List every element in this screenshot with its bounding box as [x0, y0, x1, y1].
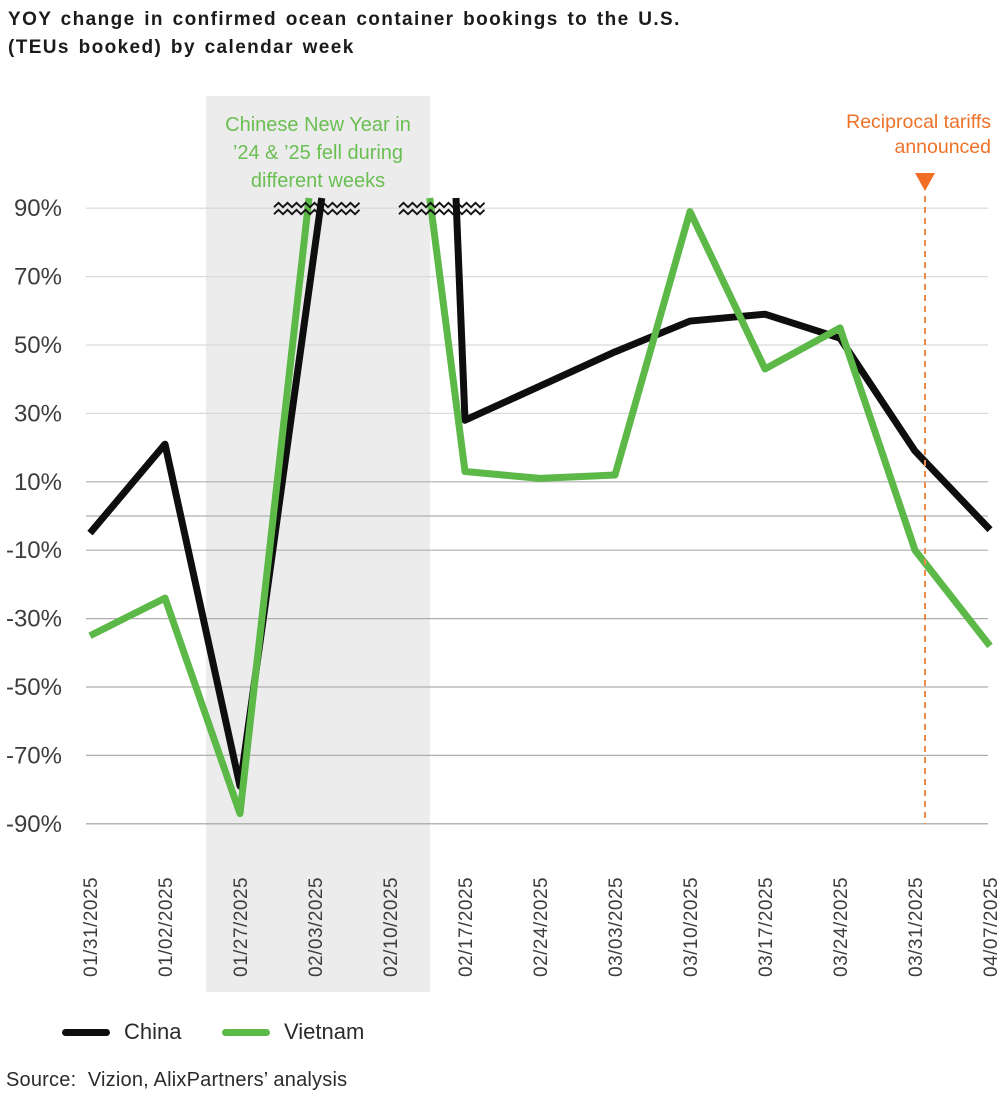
x-axis-tick-label: 02/24/2025	[531, 877, 552, 977]
source-note: Source: Vizion, AlixPartners’ analysis	[6, 1069, 348, 1091]
chart-title: YOY change in confirmed ocean container …	[8, 6, 968, 62]
legend-label-vietnam: Vietnam	[284, 1019, 365, 1044]
y-axis-labels: 90% 70% 50% 30% 10% -10% -30% -50% -70% -90%	[6, 195, 62, 838]
x-axis-labels: 01/31/2025 01/02/2025 01/27/2025 02/03/2025…	[81, 877, 1000, 977]
y-axis-tick-label: -70%	[6, 742, 62, 769]
legend-item-vietnam: Vietnam	[222, 1019, 364, 1045]
x-axis-tick-label: 01/02/2025	[156, 877, 177, 977]
vietnam-data-line-after-break	[426, 197, 993, 649]
axis-break-icon	[398, 208, 486, 216]
vietnam-line-swatch	[222, 1028, 270, 1036]
axis-break-icon	[398, 201, 486, 209]
x-axis-tick-label: 03/03/2025	[606, 877, 627, 977]
chart-title-line1: YOY change in confirmed ocean container …	[8, 9, 681, 30]
axis-break-icon	[273, 208, 361, 216]
x-axis-tick-label: 03/24/2025	[831, 877, 852, 977]
axis-break-layer	[273, 201, 486, 216]
x-axis-tick-label: 01/27/2025	[231, 877, 252, 977]
x-axis-tick-label: 03/10/2025	[681, 877, 702, 977]
tariff-annotation-line1: Reciprocal tariffs	[846, 111, 991, 133]
y-axis-tick-label: 90%	[14, 195, 62, 222]
axis-break-icon	[273, 201, 361, 209]
china-data-line-after-break	[452, 197, 993, 533]
cny-annotation-line3: different weeks	[251, 170, 385, 192]
y-axis-tick-label: -10%	[6, 537, 62, 564]
x-axis-tick-label: 01/31/2025	[81, 877, 102, 977]
x-axis-tick-label: 02/17/2025	[456, 877, 477, 977]
y-axis-tick-label: 70%	[14, 264, 62, 291]
tariff-annotation: Reciprocal tariffs announced	[846, 111, 991, 158]
china-line-swatch	[62, 1028, 110, 1036]
china-data-line-before-break	[87, 197, 326, 790]
y-axis-tick-label: -90%	[6, 811, 62, 838]
x-axis-tick-label: 03/31/2025	[906, 877, 927, 977]
cny-annotation-line1: Chinese New Year in	[225, 114, 411, 136]
tariff-annotation-line2: announced	[894, 136, 991, 158]
x-axis-tick-label: 03/17/2025	[756, 877, 777, 977]
x-axis-tick-label: 04/07/2025	[981, 877, 1000, 977]
gridlines-layer	[86, 207, 988, 825]
y-axis-tick-label: -50%	[6, 674, 62, 701]
y-axis-tick-label: -30%	[6, 606, 62, 633]
down-triangle-icon	[915, 173, 935, 191]
cny-annotation: Chinese New Year in ’24 & ’25 fell durin…	[225, 114, 411, 192]
legend-label-china: China	[124, 1019, 182, 1044]
y-axis-tick-label: 10%	[14, 469, 62, 496]
x-axis-tick-label: 02/10/2025	[381, 877, 402, 977]
cny-annotation-line2: ’24 & ’25 fell during	[233, 142, 403, 164]
x-axis-tick-label: 02/03/2025	[306, 877, 327, 977]
y-axis-tick-label: 30%	[14, 400, 62, 427]
y-axis-tick-label: 50%	[14, 332, 62, 359]
legend-item-china: China	[62, 1019, 181, 1045]
chart-title-line2: (TEUs booked) by calendar week	[8, 37, 355, 58]
vietnam-data-line-before-break	[88, 197, 313, 818]
chart-legend: China Vietnam	[0, 1019, 1000, 1045]
chart-plot-area: 90% 70% 50% 30% 10% -10% -30% -50% -70% -90% 01/3…	[6, 96, 1000, 992]
data-series-layer	[87, 197, 993, 818]
